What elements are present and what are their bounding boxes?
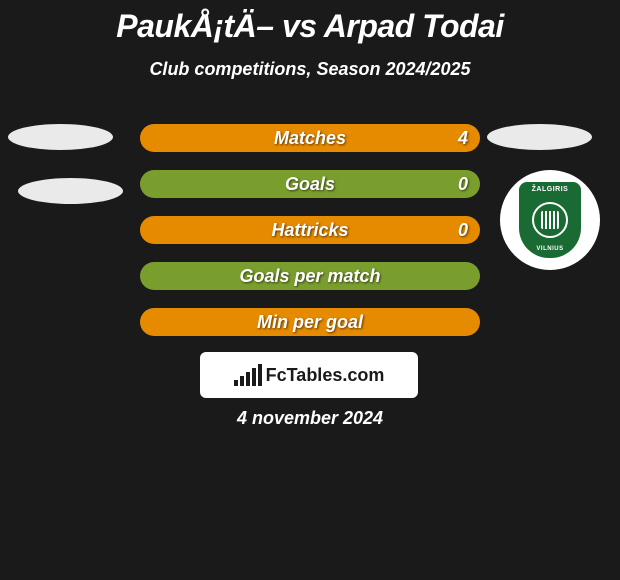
stat-row-matches: Matches 4 <box>140 124 480 152</box>
stats-panel: Matches 4 Goals 0 Hattricks 0 Goals per … <box>140 124 480 354</box>
badge-stripes-icon <box>541 211 559 229</box>
stat-label: Matches <box>140 128 480 149</box>
bar-icon-bar <box>252 368 256 386</box>
page-title: PaukÅ¡tÄ– vs Arpad Todai <box>0 0 620 45</box>
brand-text: FcTables.com <box>266 365 385 386</box>
club-badge-shield: ŽALGIRIS VILNIUS <box>519 182 581 258</box>
page-subtitle: Club competitions, Season 2024/2025 <box>0 59 620 80</box>
stat-label: Min per goal <box>140 312 480 333</box>
badge-bottom-text: VILNIUS <box>536 246 563 252</box>
stat-label: Goals <box>140 174 480 195</box>
bar-chart-icon <box>234 364 262 386</box>
bar-icon-bar <box>258 364 262 386</box>
date-label: 4 november 2024 <box>0 408 620 429</box>
stat-value: 4 <box>458 128 468 149</box>
bar-icon-bar <box>234 380 238 386</box>
left-ellipse-1 <box>8 124 113 150</box>
stat-value: 0 <box>458 174 468 195</box>
stat-row-goals: Goals 0 <box>140 170 480 198</box>
stat-row-min-per-goal: Min per goal <box>140 308 480 336</box>
stat-value: 0 <box>458 220 468 241</box>
left-ellipse-2 <box>18 178 123 204</box>
stat-label: Hattricks <box>140 220 480 241</box>
stat-row-hattricks: Hattricks 0 <box>140 216 480 244</box>
badge-emblem <box>532 202 568 238</box>
brand-badge: FcTables.com <box>200 352 418 398</box>
badge-top-text: ŽALGIRIS <box>532 186 569 193</box>
stat-row-goals-per-match: Goals per match <box>140 262 480 290</box>
bar-icon-bar <box>246 372 250 386</box>
right-ellipse <box>487 124 592 150</box>
club-badge: ŽALGIRIS VILNIUS <box>500 170 600 270</box>
bar-icon-bar <box>240 376 244 386</box>
stat-label: Goals per match <box>140 266 480 287</box>
